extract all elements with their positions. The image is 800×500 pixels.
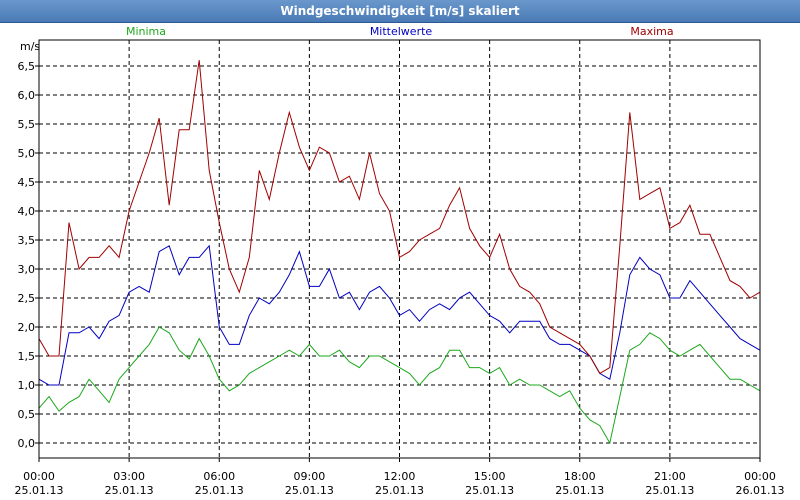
- y-tick-label: 2,0: [18, 321, 36, 334]
- legend-item-mittelwerte: Mittelwerte: [370, 25, 433, 38]
- series-line-minima: [38, 326, 761, 445]
- x-tick-date-label: 25.01.13: [375, 484, 424, 497]
- y-tick-label: 5,5: [18, 118, 36, 131]
- x-tick-date-label: 25.01.13: [105, 484, 154, 497]
- series-layer: [38, 60, 761, 445]
- legend-item-maxima: Maxima: [630, 25, 673, 38]
- y-tick-label: 1,5: [18, 350, 36, 363]
- y-tick-label: 2,5: [18, 292, 36, 305]
- x-tick-time-label: 21:00: [654, 470, 686, 483]
- x-tick-time-label: 09:00: [294, 470, 326, 483]
- y-tick-label: 6,5: [18, 60, 36, 73]
- x-tick-date-label: 26.01.13: [736, 484, 785, 497]
- x-tick-time-label: 15:00: [474, 470, 506, 483]
- x-tick-time-label: 18:00: [564, 470, 596, 483]
- x-tick-date-label: 25.01.13: [555, 484, 604, 497]
- y-tick-label: 1,0: [18, 379, 36, 392]
- x-tick-time-label: 03:00: [113, 470, 145, 483]
- series-line-mittelwerte: [38, 244, 761, 386]
- x-tick-date-label: 25.01.13: [285, 484, 334, 497]
- y-tick-label: 3,0: [18, 263, 36, 276]
- x-tick-time-label: 00:00: [23, 470, 55, 483]
- y-tick-label: 6,0: [18, 89, 36, 102]
- x-axis: 00:0025.01.1303:0025.01.1306:0025.01.130…: [15, 458, 785, 497]
- y-tick-label: 0,0: [18, 437, 36, 450]
- legend-item-minima: Minima: [126, 25, 166, 38]
- chart-title: Windgeschwindigkeit [m/s] skaliert: [0, 0, 800, 23]
- x-tick-date-label: 25.01.13: [645, 484, 694, 497]
- y-tick-label: 0,5: [18, 408, 36, 421]
- y-tick-label: 3,5: [18, 234, 36, 247]
- x-tick-time-label: 12:00: [384, 470, 416, 483]
- x-tick-time-label: 00:00: [744, 470, 776, 483]
- x-tick-date-label: 25.01.13: [465, 484, 514, 497]
- y-axis: 0,0 0,5 1,0 1,5 2,0 2,5 3,0 3,5 4,0 4,5 5,0 5,5 6,0 6…: [18, 60, 39, 450]
- x-tick-date-label: 25.01.13: [15, 484, 64, 497]
- series-line-maxima: [38, 60, 761, 375]
- y-tick-label: 4,0: [18, 205, 36, 218]
- grid-lines: [39, 40, 760, 458]
- y-tick-label: 4,5: [18, 176, 36, 189]
- legend: Minima Mittelwerte Maxima: [126, 25, 674, 38]
- y-tick-label: 5,0: [18, 147, 36, 160]
- x-tick-time-label: 06:00: [203, 470, 235, 483]
- x-tick-date-label: 25.01.13: [195, 484, 244, 497]
- y-axis-unit-label: m/s: [20, 40, 40, 53]
